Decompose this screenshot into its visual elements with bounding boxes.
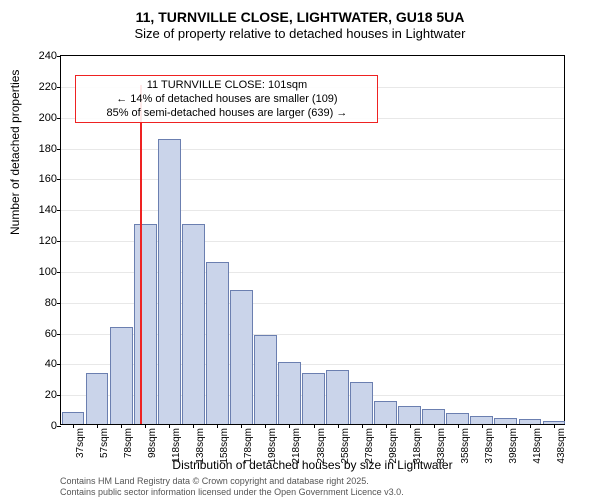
- plot-area: 02040608010012014016018020022024037sqm57…: [60, 55, 565, 425]
- histogram-bar: [374, 401, 397, 424]
- y-tick-mark: [57, 364, 61, 365]
- y-tick-mark: [57, 303, 61, 304]
- y-tick-mark: [57, 149, 61, 150]
- histogram-bar: [302, 373, 325, 424]
- histogram-bar: [470, 416, 493, 424]
- histogram-bar: [254, 335, 277, 424]
- histogram-bar: [398, 406, 421, 425]
- annotation-box: 11 TURNVILLE CLOSE: 101sqm← 14% of detac…: [75, 75, 378, 124]
- grid-line: [61, 210, 564, 211]
- chart-title: 11, TURNVILLE CLOSE, LIGHTWATER, GU18 5U…: [0, 0, 600, 26]
- histogram-bar: [422, 409, 445, 424]
- y-tick-mark: [57, 118, 61, 119]
- x-tick-label: 78sqm: [121, 428, 134, 458]
- footer-line2: Contains public sector information licen…: [60, 487, 404, 498]
- x-tick-label: 98sqm: [145, 428, 158, 458]
- x-axis-label: Distribution of detached houses by size …: [60, 458, 565, 472]
- y-tick-mark: [57, 272, 61, 273]
- histogram-bar: [62, 412, 85, 424]
- grid-line: [61, 179, 564, 180]
- x-tick-label: 57sqm: [97, 428, 110, 458]
- x-tick-label: 37sqm: [73, 428, 86, 458]
- annotation-line: 85% of semi-detached houses are larger (…: [82, 106, 371, 120]
- chart-subtitle: Size of property relative to detached ho…: [0, 26, 600, 45]
- annotation-line: 11 TURNVILLE CLOSE: 101sqm: [82, 78, 371, 92]
- y-tick-mark: [57, 241, 61, 242]
- histogram-bar: [134, 224, 157, 424]
- annotation-line: ← 14% of detached houses are smaller (10…: [82, 92, 371, 106]
- histogram-bar: [350, 382, 373, 424]
- histogram-bar: [86, 373, 109, 424]
- y-tick-mark: [57, 426, 61, 427]
- histogram-bar: [158, 139, 181, 424]
- histogram-bar: [110, 327, 133, 424]
- footer-line1: Contains HM Land Registry data © Crown c…: [60, 476, 404, 487]
- histogram-bar: [326, 370, 349, 424]
- footer-attribution: Contains HM Land Registry data © Crown c…: [60, 476, 404, 498]
- histogram-bar: [182, 224, 205, 424]
- y-tick-mark: [57, 56, 61, 57]
- histogram-bar: [278, 362, 301, 424]
- y-tick-mark: [57, 395, 61, 396]
- grid-line: [61, 149, 564, 150]
- y-axis-label: Number of detached properties: [8, 70, 22, 235]
- reference-line: [140, 85, 142, 424]
- histogram-bar: [206, 262, 229, 424]
- histogram-bar: [230, 290, 253, 424]
- histogram-bar: [446, 413, 469, 424]
- y-tick-mark: [57, 179, 61, 180]
- y-tick-mark: [57, 334, 61, 335]
- y-tick-mark: [57, 210, 61, 211]
- chart-container: 11, TURNVILLE CLOSE, LIGHTWATER, GU18 5U…: [0, 0, 600, 500]
- y-tick-mark: [57, 87, 61, 88]
